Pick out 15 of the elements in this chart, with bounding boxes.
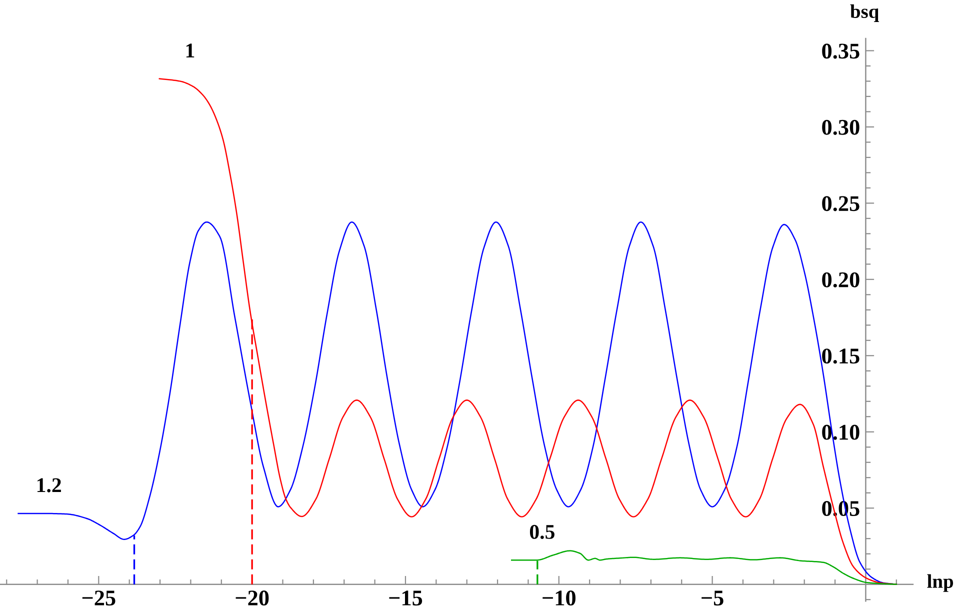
series-label: 1 [186,44,194,58]
series-label: 0.5 [530,524,554,540]
y-tick-label: 0.20 [822,272,860,288]
y-tick-label: 0.30 [822,120,860,135]
series-label: 1.2 [37,478,61,492]
x-tick-label: −25 [82,590,116,606]
y-tick-label: 0.25 [822,196,860,212]
y-tick-label: 0.15 [822,348,860,364]
x-axis-title: lnp [927,574,954,592]
x-tick-label: −5 [702,590,724,606]
x-tick-label: −20 [236,590,269,606]
x-tick-label: −15 [389,590,422,606]
x-tick-label: −10 [542,590,576,606]
y-axis-title: bsq [850,4,880,22]
y-tick-label: 0.35 [822,44,860,59]
